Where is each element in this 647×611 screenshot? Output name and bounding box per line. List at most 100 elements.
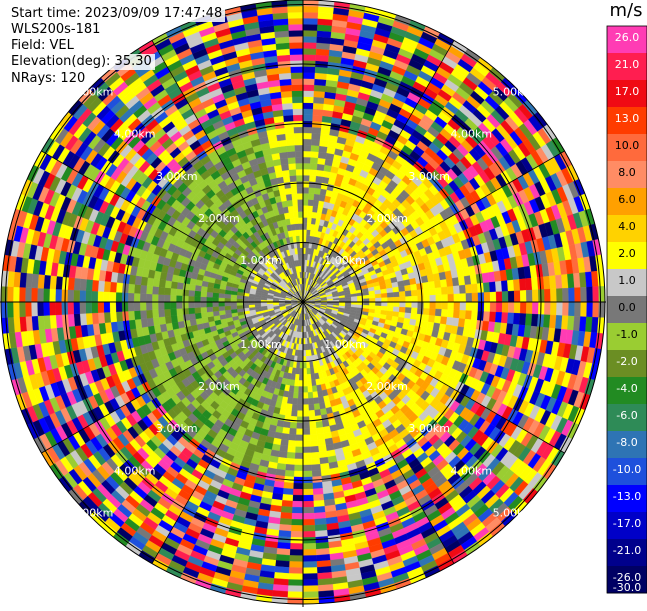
range-gate (387, 288, 394, 293)
range-gate (495, 281, 502, 292)
range-gate (303, 380, 307, 386)
range-gate (176, 289, 183, 296)
range-gate (80, 313, 87, 325)
range-gate (316, 554, 330, 561)
range-gate (568, 288, 574, 302)
range-gate (306, 350, 309, 356)
range-gate (303, 429, 310, 435)
range-gate (116, 302, 122, 312)
range-gate (219, 293, 225, 298)
range-gate (428, 281, 435, 289)
range-gate (531, 314, 538, 327)
range-gate (297, 405, 303, 411)
range-gate (306, 362, 310, 368)
range-gate (128, 302, 134, 311)
range-gate (1, 302, 7, 318)
range-gate (86, 291, 92, 302)
range-gate (303, 423, 310, 429)
range-gate (303, 598, 319, 604)
range-gate (44, 275, 51, 289)
range-gate (116, 311, 123, 321)
range-gate (315, 524, 327, 531)
range-gate (288, 573, 303, 579)
range-gate (282, 494, 293, 501)
range-gate (73, 290, 79, 302)
range-gate (312, 386, 317, 393)
range-gate (381, 298, 387, 302)
range-gate (159, 279, 166, 287)
range-gate (307, 218, 312, 224)
range-gate (313, 500, 324, 507)
range-gate (369, 294, 375, 298)
range-gate (410, 313, 417, 320)
range-gate (292, 404, 298, 410)
range-gate (110, 282, 117, 292)
range-gate (303, 368, 307, 374)
range-gate (170, 295, 176, 302)
range-gate (92, 313, 99, 324)
range-gate (296, 429, 303, 435)
range-gate (549, 275, 556, 289)
range-gate (318, 397, 324, 404)
range-gate (19, 302, 25, 317)
range-gate (459, 285, 466, 294)
range-gate (309, 410, 315, 416)
range-gate (165, 280, 172, 288)
range-gate (316, 421, 323, 428)
range-gate (294, 386, 299, 392)
range-gate (44, 315, 51, 329)
range-gate (405, 291, 411, 297)
range-gate (508, 302, 514, 313)
range-gate (314, 506, 325, 513)
range-gate (303, 399, 308, 405)
range-gate (176, 295, 182, 302)
range-gate (303, 30, 317, 36)
range-gate (152, 302, 158, 310)
range-gate (387, 293, 393, 298)
range-gate (213, 306, 219, 311)
range-gate (363, 302, 369, 305)
range-gate (287, 446, 295, 453)
range-gate (532, 290, 538, 302)
range-gate (176, 302, 182, 309)
range-gate (288, 585, 303, 591)
range-gate (405, 307, 411, 313)
range-gate (448, 294, 454, 302)
range-gate (308, 205, 313, 211)
range-gate (586, 302, 592, 317)
range-gate (206, 297, 212, 302)
range-gate (466, 302, 472, 311)
range-gate (80, 279, 87, 291)
range-gate (25, 287, 31, 302)
range-gate (484, 292, 490, 302)
range-gate (303, 555, 317, 561)
range-gate (303, 42, 317, 48)
range-gate (448, 302, 454, 310)
range-gate (303, 157, 311, 163)
range-gate (213, 311, 220, 316)
range-gate (303, 139, 312, 145)
range-gate (140, 302, 146, 311)
range-gate (285, 464, 294, 471)
range-gate (303, 169, 310, 175)
range-gate (231, 305, 237, 309)
range-gate (50, 315, 57, 329)
range-gate (363, 295, 369, 299)
range-gate (182, 289, 189, 296)
range-gate (345, 297, 351, 300)
range-gate (562, 288, 568, 302)
range-gate (104, 312, 111, 323)
range-gate (231, 298, 237, 302)
range-gate (423, 289, 430, 296)
range-gate (452, 277, 459, 286)
range-gate (416, 314, 423, 321)
range-gate (297, 417, 303, 423)
range-gate (314, 91, 325, 98)
range-gate (580, 302, 586, 317)
range-gate (430, 295, 436, 302)
range-gate (314, 518, 326, 525)
range-gate (303, 441, 311, 447)
range-gate (393, 307, 399, 312)
range-gate (290, 416, 297, 423)
range-gate (514, 291, 520, 302)
